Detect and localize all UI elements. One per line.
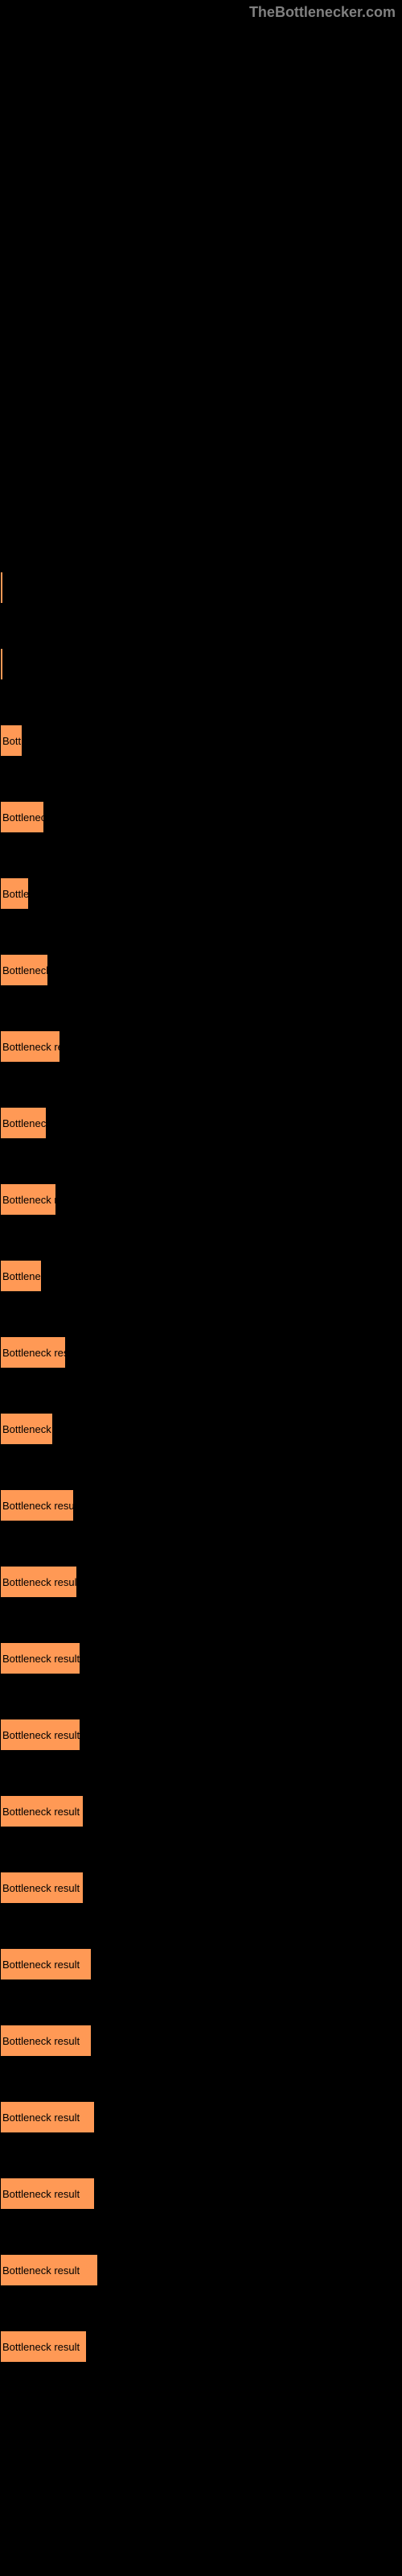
bar-row: Bottler xyxy=(0,877,29,910)
bar: Bottl xyxy=(0,724,23,757)
bar: Bottleneck resu xyxy=(0,1336,66,1368)
bar: Bottleneck result xyxy=(0,1872,84,1904)
bar: Bottleneck result xyxy=(0,1795,84,1827)
bar-row: Bottl xyxy=(0,724,23,757)
bar-row: Bottleneck xyxy=(0,801,44,833)
bar-row: Bottleneck result xyxy=(0,2254,98,2286)
bar: Bottleneck result xyxy=(0,1719,80,1751)
bar-row: Bottleneck xyxy=(0,954,48,986)
bar-row: Bottleneck result xyxy=(0,2330,87,2363)
bar-row: Bottleneck res xyxy=(0,1030,60,1063)
bar: Bottleneck result xyxy=(0,2178,95,2210)
bar: Bottleneck result xyxy=(0,2254,98,2286)
bar: Bottleneck result xyxy=(0,1948,92,1980)
bar: Bottleneck result xyxy=(0,2330,87,2363)
bar-row: Bottleneck result xyxy=(0,1642,80,1674)
bar: Bottleneck r xyxy=(0,1413,53,1445)
bar-row xyxy=(0,572,3,604)
bar: Bottleneck xyxy=(0,954,48,986)
bar-row xyxy=(0,648,3,680)
bar-row: Bottleneck result xyxy=(0,2101,95,2133)
bar-row: Bottleneck result xyxy=(0,1719,80,1751)
bar: Bottler xyxy=(0,877,29,910)
chart-container: Bottl Bottleneck Bottler Bottleneck Bottlene… xyxy=(0,0,402,2576)
bar-row: Bottleneck result xyxy=(0,1566,77,1598)
bar-row: Bottleneck xyxy=(0,1107,47,1139)
bar: Bottleneck xyxy=(0,801,44,833)
bar: Bottleneck result xyxy=(0,1489,74,1521)
bar-row: Bottleneck result xyxy=(0,1489,74,1521)
bar-row: Bottleneck re xyxy=(0,1183,56,1216)
bar: Bottleneck result xyxy=(0,1642,80,1674)
bar-row: Bottleneck result xyxy=(0,1795,84,1827)
bar-row: Bottleneck result xyxy=(0,1948,92,1980)
bar xyxy=(0,572,3,604)
bar: Bottleneck result xyxy=(0,2101,95,2133)
bar: Bottleneck xyxy=(0,1107,47,1139)
bar: Bottleneck result xyxy=(0,1566,77,1598)
bar-row: Bottleneck resu xyxy=(0,1336,66,1368)
bar: Bottlenec xyxy=(0,1260,42,1292)
bar: Bottleneck re xyxy=(0,1183,56,1216)
bar-row: Bottleneck result xyxy=(0,2178,95,2210)
bar-row: Bottlenec xyxy=(0,1260,42,1292)
bar: Bottleneck result xyxy=(0,2025,92,2057)
bar xyxy=(0,648,3,680)
bar-row: Bottleneck result xyxy=(0,2025,92,2057)
bar-row: Bottleneck result xyxy=(0,1872,84,1904)
bar-row: Bottleneck r xyxy=(0,1413,53,1445)
bar: Bottleneck res xyxy=(0,1030,60,1063)
